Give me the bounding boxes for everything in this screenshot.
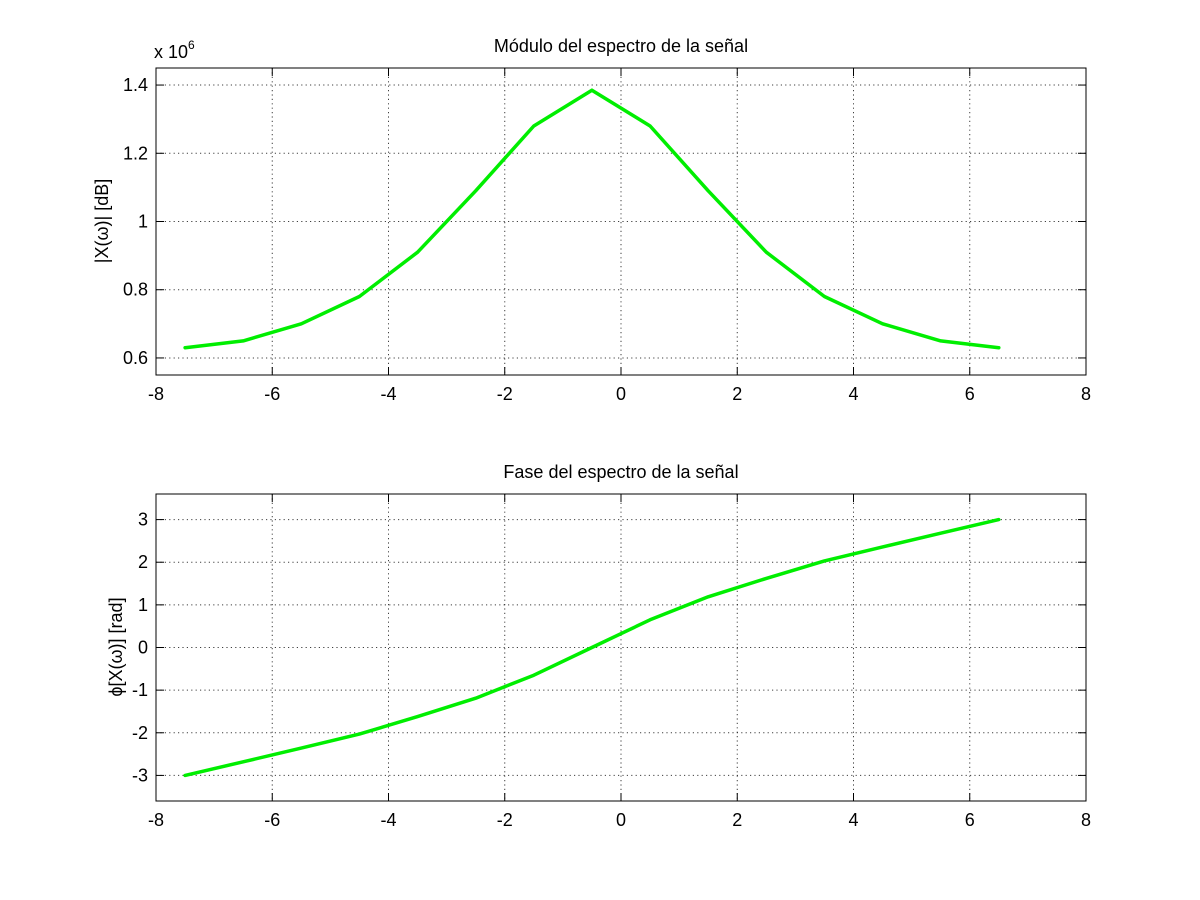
phase-y-tick-label: -3 — [132, 765, 148, 785]
magnitude-subplot: -8 -6 -4 -2 0 2 4 6 8 0.6 0.8 1 1.2 1.4 Módulo del e… — [92, 36, 1091, 404]
phase-y-axis-label: ϕ[X(ω)] [rad] — [106, 597, 126, 696]
phase-x-tick-label: 6 — [965, 810, 975, 830]
magnitude-series-group — [183, 88, 1001, 350]
phase-plot-area — [156, 494, 1086, 801]
magnitude-exponent-label: x 106 — [154, 38, 195, 62]
phase-y-tick-label: 2 — [138, 552, 148, 572]
magnitude-exponent-power: 6 — [188, 38, 195, 52]
magnitude-exponent-base: x 10 — [154, 42, 188, 62]
magnitude-x-tick-label: 6 — [965, 384, 975, 404]
magnitude-y-tick-label: 1.4 — [123, 75, 148, 95]
magnitude-y-tick-label: 0.8 — [123, 280, 148, 300]
magnitude-x-tick-label: -4 — [380, 384, 396, 404]
phase-x-tick-label: -2 — [497, 810, 513, 830]
phase-y-tick-labels: -3 -2 -1 0 1 2 3 — [132, 510, 148, 786]
phase-y-tick-label: -1 — [132, 680, 148, 700]
magnitude-grid — [156, 68, 1086, 375]
magnitude-y-tick-label: 1 — [138, 212, 148, 232]
phase-grid — [156, 494, 1086, 801]
magnitude-x-tick-labels: -8 -6 -4 -2 0 2 4 6 8 — [148, 384, 1091, 404]
magnitude-x-tick-label: 8 — [1081, 384, 1091, 404]
magnitude-x-tick-label: -8 — [148, 384, 164, 404]
phase-series-group — [183, 517, 1001, 778]
magnitude-tick-marks — [155, 68, 1087, 375]
phase-tick-marks — [155, 494, 1087, 801]
magnitude-plot-area — [156, 68, 1086, 375]
magnitude-x-tick-label: -2 — [497, 384, 513, 404]
phase-x-tick-label: 4 — [848, 810, 858, 830]
phase-y-tick-label: 0 — [138, 638, 148, 658]
magnitude-chart-title: Módulo del espectro de la señal — [494, 36, 748, 56]
phase-x-tick-label: 8 — [1081, 810, 1091, 830]
magnitude-x-tick-label: -6 — [264, 384, 280, 404]
magnitude-x-tick-label: 4 — [848, 384, 858, 404]
phase-y-tick-label: 3 — [138, 510, 148, 530]
phase-x-tick-label: 2 — [732, 810, 742, 830]
magnitude-y-tick-label: 0.6 — [123, 348, 148, 368]
magnitude-y-tick-labels: 0.6 0.8 1 1.2 1.4 — [123, 75, 148, 368]
phase-subplot: -8 -6 -4 -2 0 2 4 6 8 -3 -2 -1 0 1 2 3 Fase del espect… — [106, 462, 1091, 830]
phase-series-line — [183, 517, 1001, 778]
phase-y-tick-label: 1 — [138, 595, 148, 615]
phase-x-tick-labels: -8 -6 -4 -2 0 2 4 6 8 — [148, 810, 1091, 830]
magnitude-x-tick-label: 0 — [616, 384, 626, 404]
magnitude-series-line — [183, 88, 1001, 350]
phase-y-tick-label: -2 — [132, 723, 148, 743]
magnitude-y-axis-label: |X(ω)| [dB] — [92, 179, 112, 263]
phase-x-tick-label: -8 — [148, 810, 164, 830]
phase-x-tick-label: 0 — [616, 810, 626, 830]
magnitude-y-tick-label: 1.2 — [123, 143, 148, 163]
phase-x-tick-label: -4 — [380, 810, 396, 830]
phase-chart-title: Fase del espectro de la señal — [503, 462, 738, 482]
magnitude-x-tick-label: 2 — [732, 384, 742, 404]
phase-x-tick-label: -6 — [264, 810, 280, 830]
